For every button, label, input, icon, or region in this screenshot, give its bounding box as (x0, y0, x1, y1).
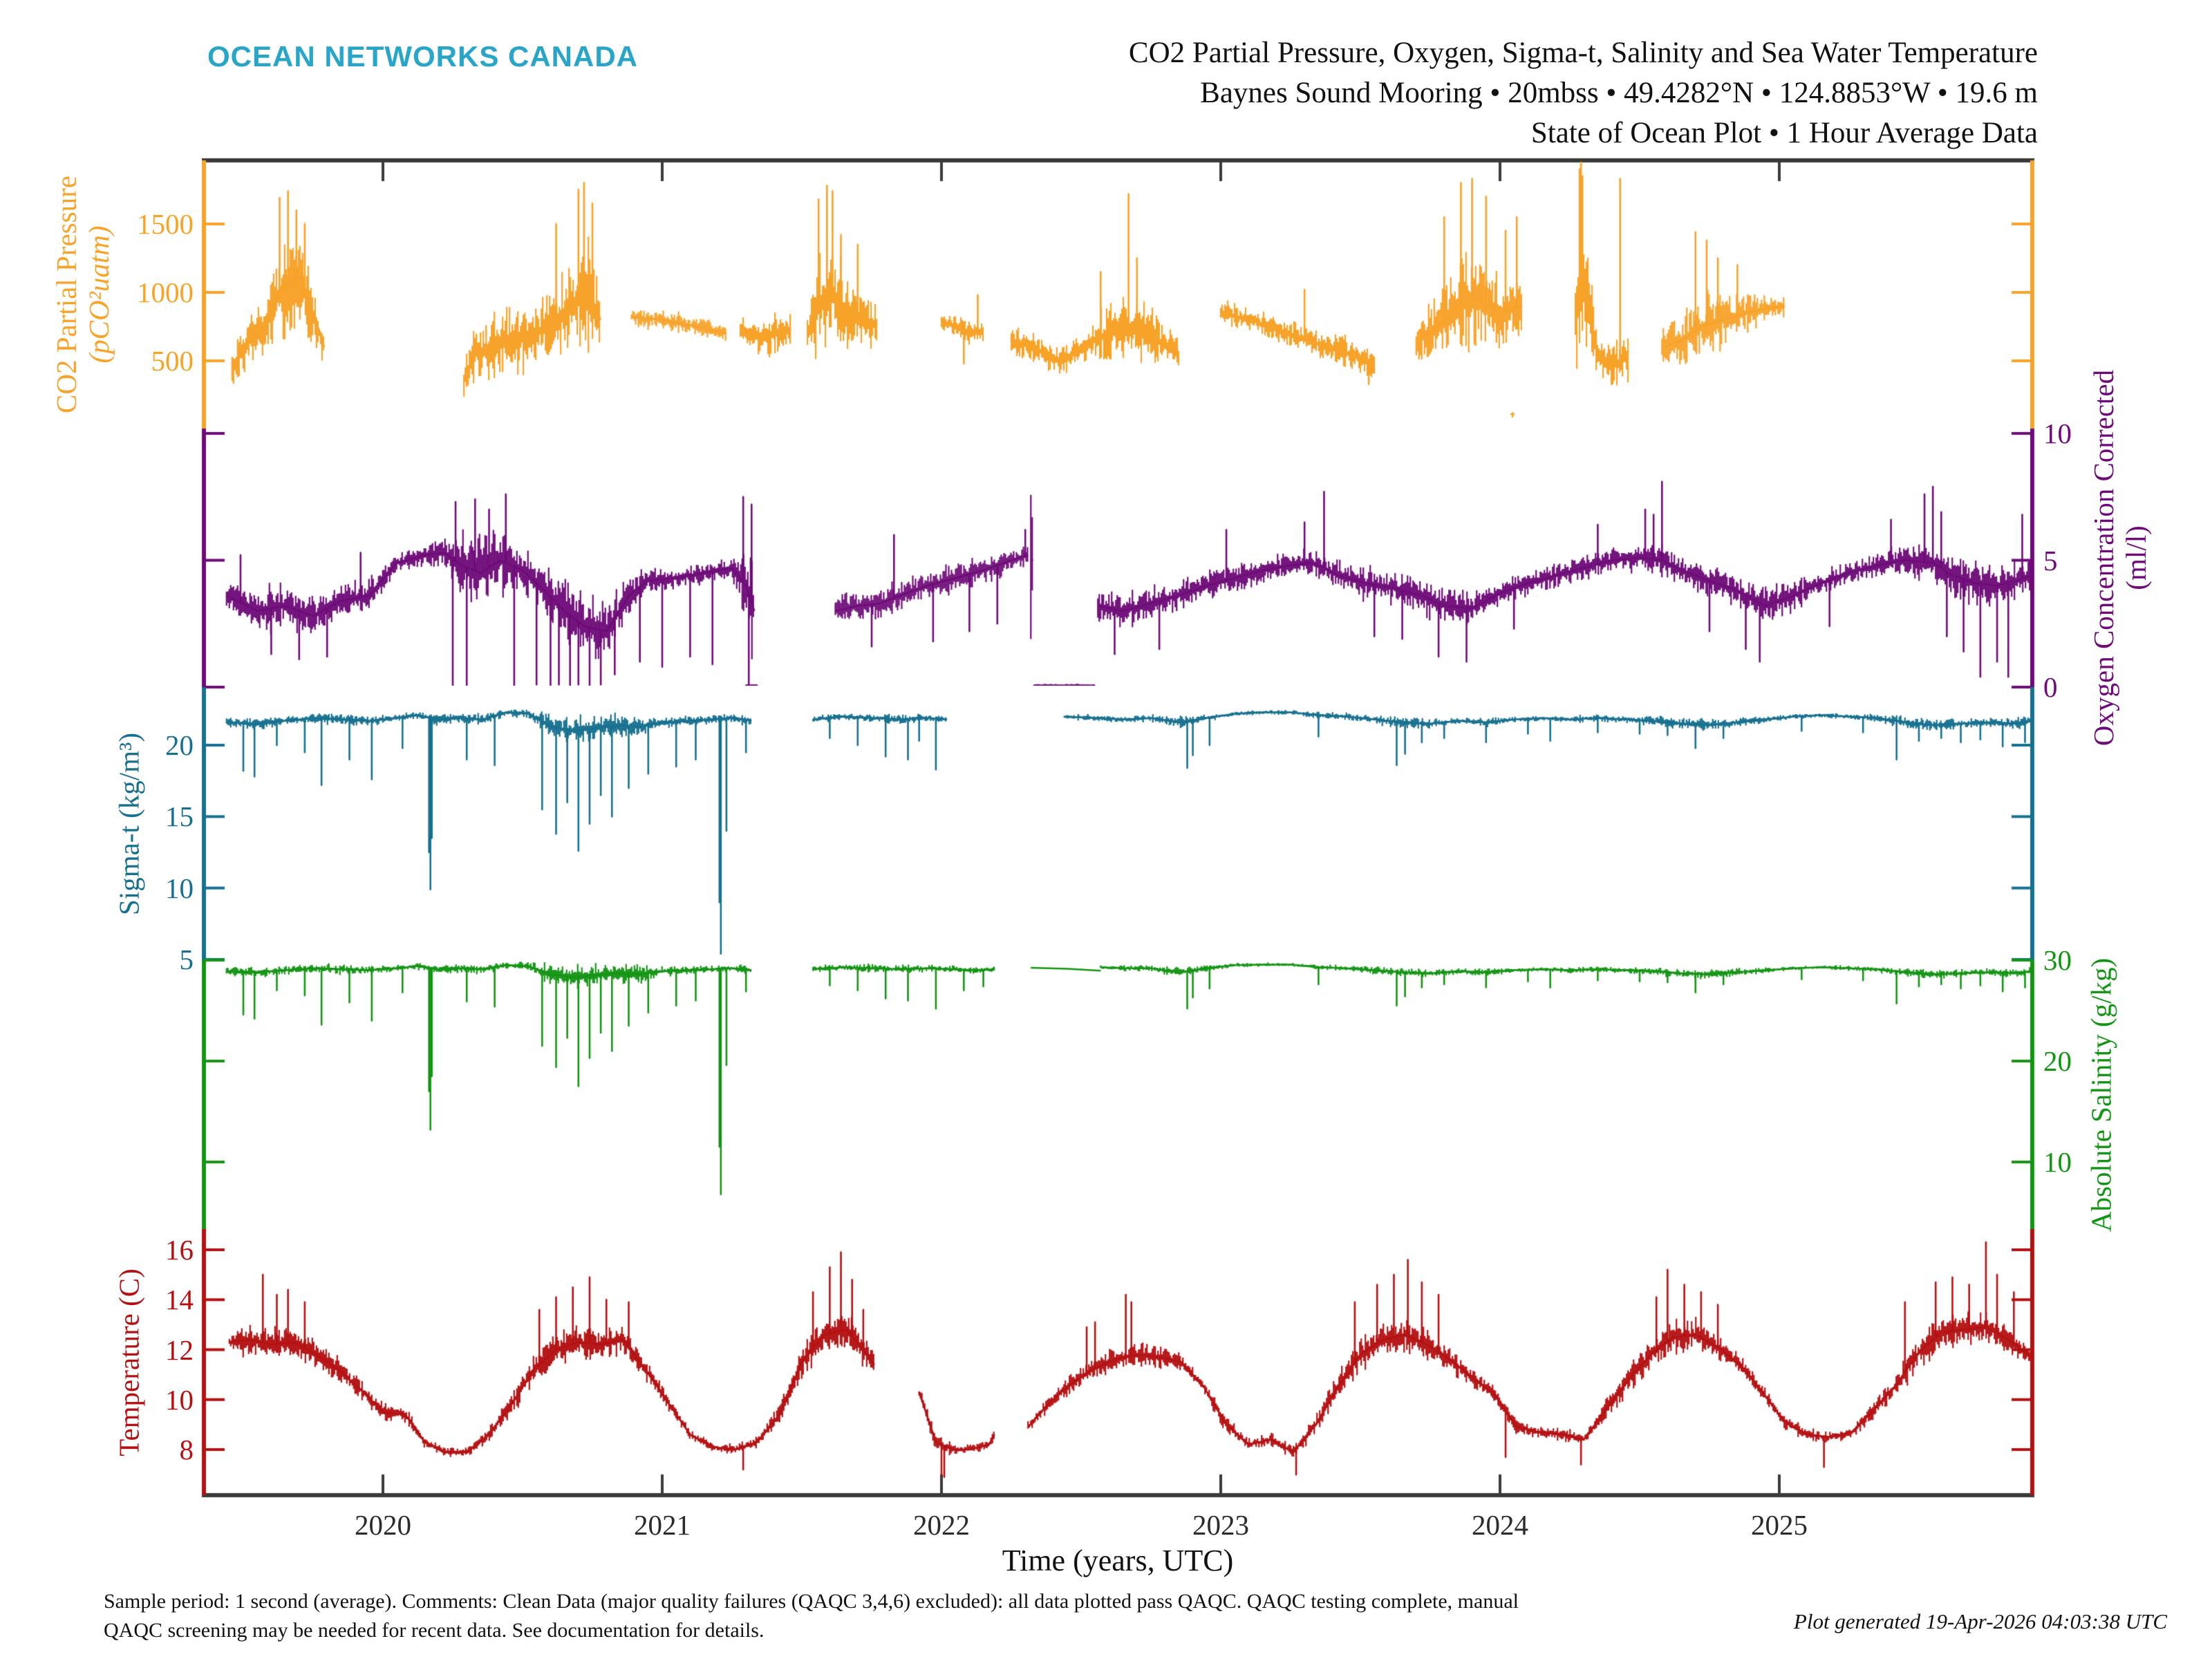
salinity-tick-label: 20 (2043, 1045, 2072, 1077)
sigma_t-tick-label: 15 (165, 800, 194, 833)
temperature-tick-label: 8 (179, 1434, 194, 1465)
x-axis-title: Time (years, UTC) (1002, 1544, 1234, 1577)
sigma_t-tick-label: 10 (165, 872, 194, 904)
oxygen-tick-label: 5 (2043, 544, 2058, 577)
temperature-tick-label: 10 (165, 1383, 194, 1416)
salinity-tick-label: 10 (2043, 1146, 2072, 1178)
x-tick-label: 2023 (1192, 1509, 1249, 1541)
co2-tick-label: 1500 (137, 208, 194, 240)
co2-tick-label: 1000 (137, 276, 194, 308)
temperature-tick-label: 14 (165, 1284, 194, 1316)
sigma_t-tick-label: 5 (179, 944, 194, 975)
footer-comment-line-2: QAQC screening may be needed for recent … (104, 1619, 765, 1642)
x-tick-label: 2025 (1751, 1509, 1808, 1541)
temperature-tick-label: 16 (165, 1234, 194, 1266)
x-tick-label: 2022 (913, 1509, 970, 1541)
x-tick-label: 2021 (634, 1509, 691, 1541)
temperature-tick-label: 12 (165, 1333, 194, 1366)
footer-comment-line-1: Sample period: 1 second (average). Comme… (104, 1590, 1519, 1613)
y-axis-title-co2-name: CO2 Partial Pressure (50, 176, 82, 413)
sigma_t-tick-label: 20 (165, 729, 194, 761)
chart-title-line-1: CO2 Partial Pressure, Oxygen, Sigma-t, S… (1128, 37, 2038, 69)
plot-generated-timestamp: Plot generated 19-Apr-2026 04:03:38 UTC (1793, 1609, 2167, 1633)
co2-tick-label: 500 (151, 345, 194, 377)
x-tick-label: 2020 (355, 1509, 411, 1541)
chart-title-line-3: State of Ocean Plot • 1 Hour Average Dat… (1530, 117, 2038, 149)
logo: OCEAN NETWORKS CANADA (207, 40, 638, 73)
y-axis-title-salinity: Absolute Salinity (g/kg) (2085, 870, 2117, 1319)
x-tick-label: 2024 (1472, 1509, 1528, 1541)
oxygen-tick-label: 10 (2043, 418, 2072, 449)
salinity-tick-label: 30 (2043, 944, 2072, 976)
oxygen-tick-label: 0 (2043, 671, 2058, 703)
y-axis-title-salinity-name: Absolute Salinity (g/kg) (2085, 957, 2117, 1232)
chart-title-line-2: Baynes Sound Mooring • 20mbss • 49.4282°… (1200, 77, 2038, 109)
